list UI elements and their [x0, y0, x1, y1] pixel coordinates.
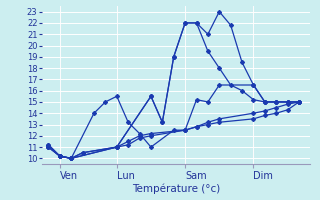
X-axis label: Température (°c): Température (°c) — [132, 184, 220, 194]
